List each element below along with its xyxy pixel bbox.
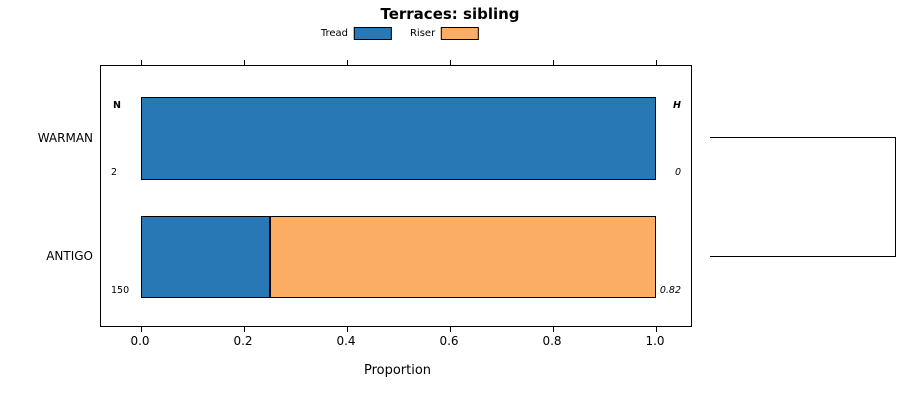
x-axis-tick-label: 1.0 (645, 334, 665, 348)
x-axis-tick (450, 326, 452, 332)
bar-segment-tread (141, 216, 270, 298)
x-axis-tick (244, 326, 246, 332)
chart-title: Terraces: sibling (380, 5, 520, 23)
plot-area: N 2 H 0 150 0.82 (100, 60, 692, 332)
x-axis-tick-top (553, 60, 555, 66)
x-axis-tick (553, 326, 555, 332)
legend-item: Riser (409, 27, 480, 40)
dendrogram-bracket (710, 137, 896, 257)
category-label: ANTIGO (46, 249, 93, 263)
n-column-header: N (113, 100, 121, 111)
legend-item: Tread (321, 27, 392, 40)
x-axis-tick-top (141, 60, 143, 66)
x-axis-tick-label: 0.2 (233, 334, 253, 348)
x-axis-tick-top (656, 60, 658, 66)
h-value: 0.82 (659, 285, 681, 296)
n-value: 150 (111, 285, 130, 296)
legend-swatch (353, 27, 392, 40)
x-axis-tick-label: 0.4 (336, 334, 356, 348)
h-column-header: H (673, 100, 681, 111)
x-axis-tick-label: 0.8 (542, 334, 562, 348)
x-axis-tick-top (347, 60, 349, 66)
x-axis-tick-label: 0.6 (439, 334, 459, 348)
x-axis-tick-top (450, 60, 452, 66)
x-axis-tick (656, 326, 658, 332)
legend-label: Riser (409, 28, 436, 39)
x-axis-tick (347, 326, 349, 332)
legend-label: Tread (320, 28, 348, 39)
x-axis-tick (141, 326, 143, 332)
h-value: 0 (674, 167, 681, 178)
legend-swatch (441, 27, 480, 40)
n-value: 2 (111, 167, 118, 178)
x-axis-title: Proportion (363, 363, 432, 378)
chart-legend: Tread Riser (321, 27, 480, 40)
x-axis-tick-label: 0.0 (130, 334, 150, 348)
category-label: WARMAN (37, 130, 93, 145)
bar-segment-riser (269, 216, 656, 298)
bar-segment-tread (141, 97, 656, 180)
x-axis-tick-top (244, 60, 246, 66)
